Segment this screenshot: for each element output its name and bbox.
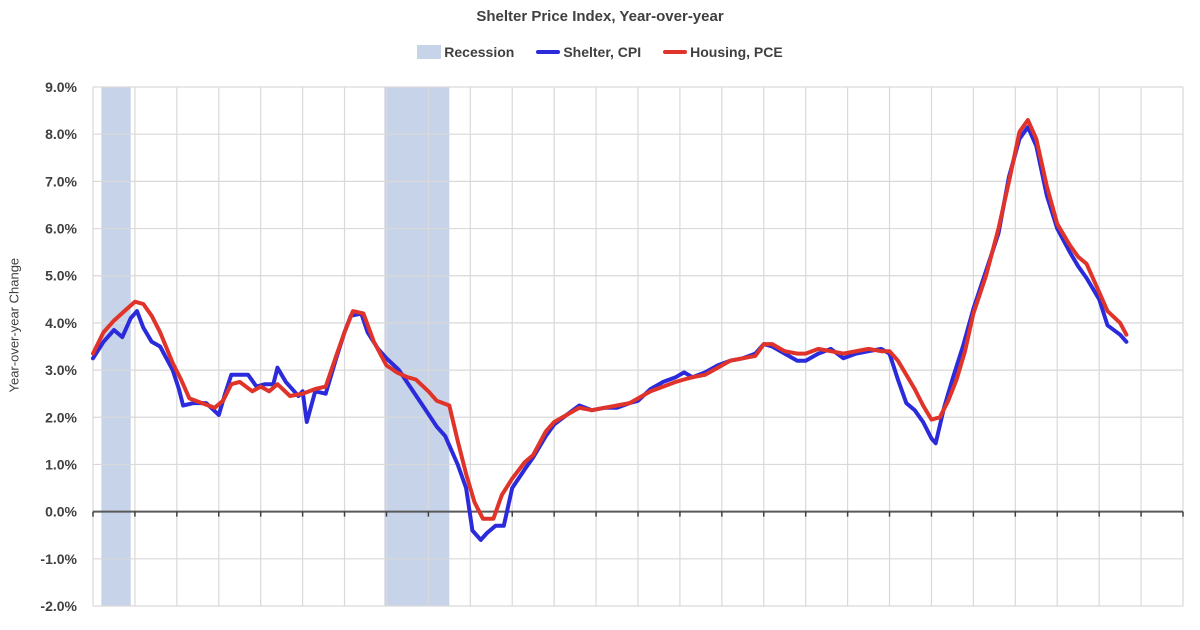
y-tick-label: 1.0% bbox=[45, 456, 77, 472]
chart-title: Shelter Price Index, Year-over-year bbox=[476, 8, 724, 25]
y-tick-label: 7.0% bbox=[45, 173, 77, 189]
recession-bands bbox=[101, 87, 450, 606]
legend-item-housing-pce: Housing, PCE bbox=[663, 44, 783, 60]
y-tick-label: 0.0% bbox=[45, 504, 77, 520]
legend-label-shelter-cpi: Shelter, CPI bbox=[563, 44, 642, 60]
shelter-cpi-line-icon bbox=[536, 50, 561, 54]
housing-pce-line-icon bbox=[663, 50, 688, 54]
gridlines bbox=[92, 86, 1184, 607]
y-tick-label: -2.0% bbox=[40, 598, 77, 614]
y-tick-label: 6.0% bbox=[45, 221, 77, 237]
y-tick-label: 2.0% bbox=[45, 409, 77, 425]
recession-band bbox=[384, 87, 450, 606]
recession-band bbox=[101, 87, 131, 606]
y-axis-ticks: 9.0% 8.0% 7.0% 6.0% 5.0% 4.0% 3.0% 2.0% 1.0% 0.0%… bbox=[40, 79, 77, 614]
series-housing-pce bbox=[91, 118, 1129, 521]
legend-item-shelter-cpi: Shelter, CPI bbox=[536, 44, 641, 60]
legend-item-recession: Recession bbox=[417, 44, 514, 60]
recession-swatch-icon bbox=[417, 45, 442, 59]
legend-label-housing-pce: Housing, PCE bbox=[690, 44, 783, 60]
zero-axis bbox=[92, 510, 1184, 517]
y-tick-label: -1.0% bbox=[40, 551, 77, 567]
chart-legend: Recession Shelter, CPI Housing, PCE bbox=[0, 44, 1200, 60]
series-lines bbox=[91, 118, 1129, 542]
legend-label-recession: Recession bbox=[444, 44, 515, 60]
y-tick-label: 8.0% bbox=[45, 126, 77, 142]
y-tick-label: 9.0% bbox=[45, 79, 77, 95]
y-tick-label: 4.0% bbox=[45, 315, 77, 331]
series-shelter-cpi bbox=[91, 125, 1129, 542]
y-tick-label: 5.0% bbox=[45, 268, 77, 284]
y-tick-label: 3.0% bbox=[45, 362, 77, 378]
